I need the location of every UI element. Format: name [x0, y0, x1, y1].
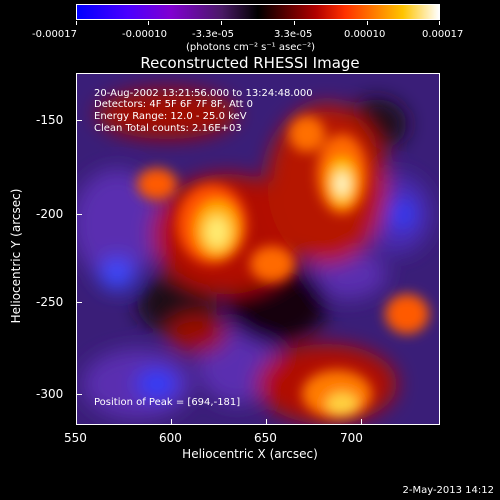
- colorbar-tick: [367, 21, 368, 25]
- x-tick-label: 700: [340, 431, 363, 445]
- colorbar: [76, 4, 440, 20]
- colorbar-tick-label: 0.00010: [344, 29, 386, 40]
- y-axis-label: Heliocentric Y (arcsec): [9, 188, 23, 324]
- rhessi-image: [76, 73, 440, 425]
- image-title: Reconstructed RHESSI Image: [140, 54, 360, 72]
- colorbar-tick-label: 0.00017: [422, 29, 464, 40]
- x-tick-label: 600: [159, 431, 182, 445]
- x-tick: [266, 419, 267, 425]
- x-tick-label: 550: [64, 431, 87, 445]
- x-tick: [76, 419, 77, 425]
- x-tick: [171, 419, 172, 425]
- info-clean-counts: Clean Total counts: 2.16E+03: [94, 123, 242, 134]
- colorbar-tick-label: -3.3e-05: [192, 29, 234, 40]
- colorbar-tick-label: -0.00010: [122, 29, 167, 40]
- info-time-range: 20-Aug-2002 13:21:56.000 to 13:24:48.000: [94, 88, 313, 99]
- x-tick: [361, 419, 362, 425]
- y-tick-label: -200: [36, 207, 64, 221]
- colorbar-unit: (photons cm⁻² s⁻¹ asec⁻²): [186, 42, 316, 53]
- timestamp: 2-May-2013 14:12: [402, 485, 494, 496]
- y-tick-label: -250: [36, 295, 64, 309]
- colorbar-tick-label: -0.00017: [32, 29, 77, 40]
- y-tick: [76, 120, 82, 121]
- info-detectors: Detectors: 4F 5F 6F 7F 8F, Att 0: [94, 99, 254, 110]
- colorbar-tick: [221, 21, 222, 25]
- colorbar-tick-label: 3.3e-05: [274, 29, 313, 40]
- y-tick: [76, 394, 82, 395]
- rhessi-image-canvas: [77, 74, 439, 424]
- colorbar-tick: [439, 21, 440, 25]
- y-tick-label: -150: [36, 113, 64, 127]
- info-energy-range: Energy Range: 12.0 - 25.0 keV: [94, 111, 247, 122]
- colorbar-tick: [148, 21, 149, 25]
- y-tick: [76, 214, 82, 215]
- x-axis-label: Heliocentric X (arcsec): [182, 447, 318, 461]
- y-tick: [76, 302, 82, 303]
- peak-position: Position of Peak = [694,-181]: [94, 397, 241, 408]
- colorbar-tick: [294, 21, 295, 25]
- x-tick-label: 650: [254, 431, 277, 445]
- y-tick-label: -300: [36, 387, 64, 401]
- colorbar-tick: [76, 21, 77, 25]
